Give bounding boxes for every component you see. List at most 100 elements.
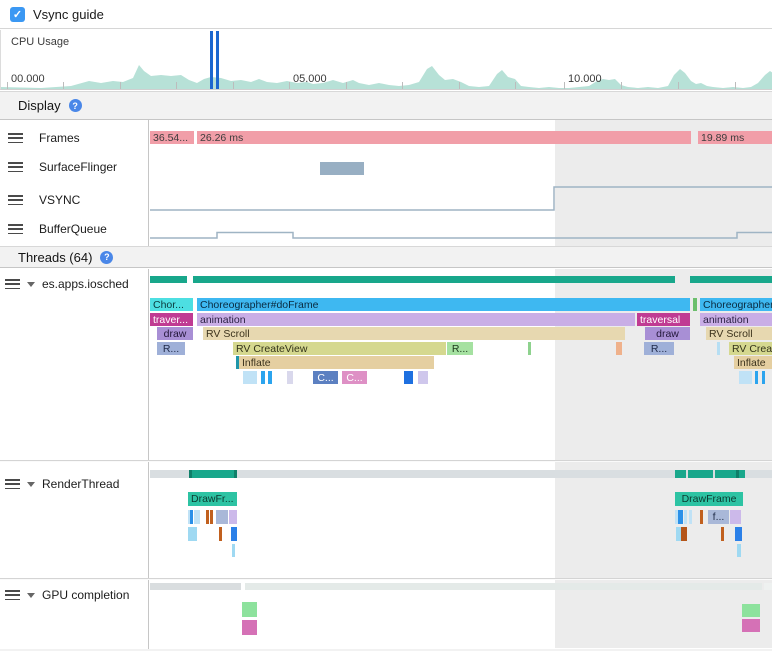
- trace-span[interactable]: [690, 276, 772, 283]
- trace-span[interactable]: [189, 470, 192, 478]
- trace-span[interactable]: [216, 510, 228, 524]
- trace-span-rv-createview[interactable]: RV CreateView: [729, 342, 772, 355]
- trace-span[interactable]: [150, 276, 187, 283]
- track-row-surfaceflinger[interactable]: SurfaceFlinger: [0, 159, 148, 175]
- trace-span-r[interactable]: R...: [644, 342, 674, 355]
- vsync-guide-checkbox[interactable]: ✓: [10, 6, 25, 22]
- trace-span[interactable]: [418, 371, 428, 384]
- thread-row-es-apps-iosched[interactable]: es.apps.iosched: [0, 276, 148, 292]
- trace-span[interactable]: [236, 356, 239, 369]
- drag-handle-icon[interactable]: [8, 162, 23, 172]
- trace-span[interactable]: [735, 527, 742, 541]
- trace-span[interactable]: [197, 510, 200, 524]
- trace-span[interactable]: [616, 342, 622, 355]
- trace-span[interactable]: [234, 470, 237, 478]
- vsync-marker[interactable]: [210, 31, 213, 89]
- trace-span[interactable]: [404, 371, 413, 384]
- trace-span[interactable]: [194, 510, 197, 524]
- trace-span-26-26-ms[interactable]: 26.26 ms: [197, 131, 691, 144]
- trace-span[interactable]: [150, 583, 241, 590]
- trace-span[interactable]: [189, 470, 237, 478]
- trace-span-animation[interactable]: animation: [700, 313, 772, 326]
- trace-span[interactable]: [210, 510, 213, 524]
- trace-span-draw[interactable]: draw: [157, 327, 193, 340]
- trace-span-traversal[interactable]: traversal: [637, 313, 690, 326]
- trace-span-animation[interactable]: animation: [197, 313, 635, 326]
- trace-span[interactable]: [219, 527, 222, 541]
- trace-span[interactable]: [742, 604, 760, 617]
- trace-span-r[interactable]: R...: [447, 342, 473, 355]
- track-row-vsync[interactable]: VSYNC: [0, 192, 148, 208]
- trace-span[interactable]: [764, 583, 772, 590]
- trace-span[interactable]: [688, 470, 713, 478]
- threads-section-header[interactable]: Threads (64) ?: [0, 246, 772, 268]
- collapse-caret-icon[interactable]: [27, 481, 35, 487]
- display-section-header[interactable]: Display ?: [0, 91, 772, 120]
- trace-span[interactable]: [231, 527, 237, 541]
- trace-span-c[interactable]: C...: [313, 371, 338, 384]
- thread-row-gpu-completion[interactable]: GPU completion: [0, 587, 148, 603]
- trace-span-chor[interactable]: Chor...: [150, 298, 193, 311]
- trace-span-draw[interactable]: draw: [645, 327, 690, 340]
- trace-span-36-54[interactable]: 36.54...: [150, 131, 194, 144]
- trace-span[interactable]: [717, 342, 720, 355]
- trace-span[interactable]: [739, 371, 752, 384]
- trace-span-drawframe[interactable]: DrawFrame: [675, 492, 743, 506]
- trace-span-rv-scroll[interactable]: RV Scroll: [203, 327, 625, 340]
- trace-span[interactable]: [320, 162, 364, 175]
- trace-span-inflate[interactable]: Inflate: [734, 356, 772, 369]
- trace-span[interactable]: [229, 510, 237, 524]
- trace-span[interactable]: [193, 276, 675, 283]
- trace-span[interactable]: [721, 527, 724, 541]
- trace-span[interactable]: [737, 544, 741, 557]
- trace-span[interactable]: [693, 298, 697, 311]
- trace-span[interactable]: [684, 510, 687, 524]
- collapse-caret-icon[interactable]: [27, 281, 35, 287]
- trace-span-19-89-ms[interactable]: 19.89 ms: [698, 131, 772, 144]
- trace-span[interactable]: [268, 371, 272, 384]
- trace-span-r[interactable]: R...: [157, 342, 185, 355]
- thread-row-renderthread[interactable]: RenderThread: [0, 476, 148, 492]
- trace-span[interactable]: [191, 527, 194, 541]
- trace-span[interactable]: [190, 510, 193, 524]
- vsync-marker[interactable]: [216, 31, 219, 89]
- trace-span[interactable]: [675, 510, 678, 524]
- trace-span-c[interactable]: C...: [342, 371, 367, 384]
- trace-span[interactable]: [762, 371, 765, 384]
- collapse-caret-icon[interactable]: [27, 592, 35, 598]
- trace-span[interactable]: [242, 602, 257, 617]
- trace-span[interactable]: [528, 342, 531, 355]
- trace-span[interactable]: [679, 527, 682, 541]
- drag-handle-icon[interactable]: [8, 224, 23, 234]
- trace-span[interactable]: [675, 470, 686, 478]
- display-help-icon[interactable]: ?: [68, 99, 82, 112]
- track-row-frames[interactable]: Frames: [0, 130, 148, 146]
- trace-span[interactable]: [736, 470, 739, 478]
- trace-span[interactable]: [678, 510, 683, 524]
- drag-handle-icon[interactable]: [5, 590, 20, 600]
- trace-span[interactable]: [245, 583, 762, 590]
- drag-handle-icon[interactable]: [5, 479, 20, 489]
- trace-span[interactable]: [739, 470, 745, 478]
- trace-span[interactable]: [188, 510, 191, 524]
- drag-handle-icon[interactable]: [5, 279, 20, 289]
- trace-span-drawfr[interactable]: DrawFr...: [188, 492, 237, 506]
- trace-span[interactable]: [287, 371, 293, 384]
- trace-span[interactable]: [689, 510, 692, 524]
- trace-span[interactable]: [243, 371, 257, 384]
- trace-span[interactable]: [681, 527, 687, 541]
- trace-span-choreographer-doframe[interactable]: Choreographer#doFrame: [197, 298, 690, 311]
- trace-span[interactable]: [730, 510, 741, 524]
- trace-span-f[interactable]: f...: [708, 510, 729, 524]
- trace-span[interactable]: [188, 527, 191, 541]
- trace-span[interactable]: [742, 619, 760, 632]
- trace-span-rv-createview[interactable]: RV CreateView: [233, 342, 446, 355]
- trace-span[interactable]: [206, 510, 209, 524]
- track-row-bufferqueue[interactable]: BufferQueue: [0, 221, 148, 237]
- trace-span-choreographer-doframe[interactable]: Choreographer#doFrame: [700, 298, 772, 311]
- trace-span[interactable]: [700, 510, 703, 524]
- drag-handle-icon[interactable]: [8, 133, 23, 143]
- trace-span-traver[interactable]: traver...: [150, 313, 193, 326]
- trace-span-inflate[interactable]: Inflate: [239, 356, 434, 369]
- drag-handle-icon[interactable]: [8, 195, 23, 205]
